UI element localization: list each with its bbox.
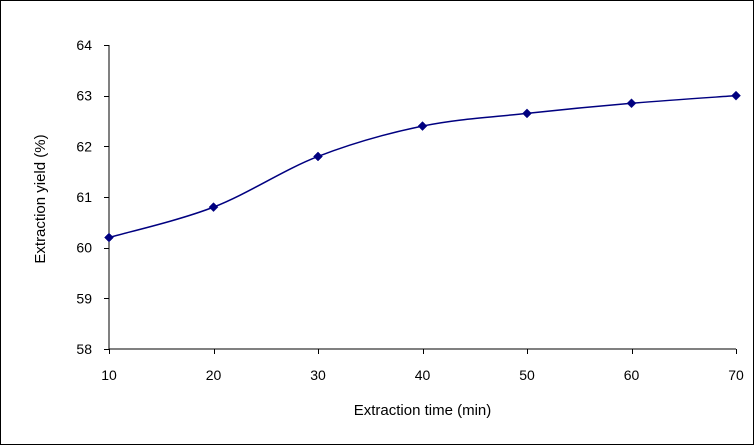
y-tick-label: 59 — [76, 290, 92, 306]
y-tick-label: 63 — [76, 88, 92, 104]
y-tick-label: 58 — [76, 341, 92, 357]
data-point-marker — [522, 108, 532, 119]
y-tick-label: 64 — [76, 37, 92, 53]
data-point-marker — [208, 202, 219, 212]
x-tick-label: 30 — [310, 367, 326, 383]
x-tick-label: 20 — [206, 367, 222, 383]
x-axis-title: Extraction time (min) — [354, 402, 492, 419]
y-tick-label: 60 — [76, 240, 92, 256]
axes — [104, 45, 737, 354]
series-line — [108, 94, 737, 239]
data-point-marker — [731, 90, 741, 101]
data-point-marker — [313, 151, 323, 162]
x-tick-label: 50 — [519, 367, 535, 383]
y-axis-title: Extraction yield (%) — [32, 134, 49, 263]
x-tick-label: 40 — [415, 367, 431, 383]
x-tick-label: 10 — [101, 367, 117, 383]
series-layer — [104, 90, 741, 243]
tick-labels: 58 59 60 61 62 63 64 10 20 30 40 50 60 70 — [76, 37, 744, 383]
data-point-marker — [626, 98, 637, 109]
x-tick-label: 70 — [728, 367, 744, 383]
data-point-marker — [104, 232, 114, 243]
data-point-marker — [417, 121, 428, 131]
y-tick-label: 61 — [76, 189, 92, 205]
x-tick-label: 60 — [624, 367, 640, 383]
y-tick-label: 62 — [76, 138, 92, 154]
